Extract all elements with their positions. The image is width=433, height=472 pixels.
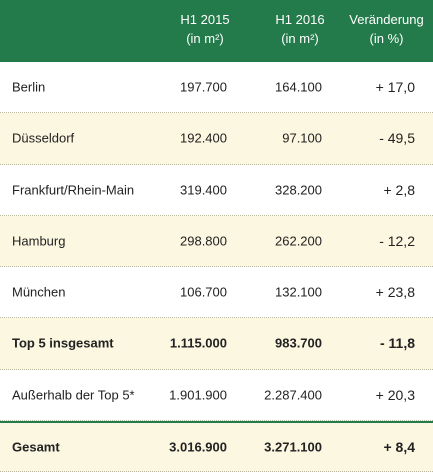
table-cell: 2.287.400 (264, 387, 322, 403)
row-label: München (12, 284, 66, 300)
table-cell: 328.200 (275, 182, 322, 198)
table-cell: 106.700 (180, 284, 227, 300)
table-cell: 1.115.000 (169, 335, 227, 351)
table-cell: + 20,3 (375, 386, 415, 403)
table-cell: - 11,8 (379, 335, 415, 352)
header-line: H1 2016 (275, 12, 325, 27)
table-cell: 3.271.100 (264, 439, 322, 455)
column-header: Veränderung (in %) (340, 10, 433, 48)
table-cell: 132.100 (275, 284, 322, 300)
header-line: (in m²) (186, 31, 224, 46)
table-row: Berlin 197.700 164.100 + 17,0 (0, 62, 433, 114)
table-cell: 262.200 (275, 233, 322, 249)
row-label: Top 5 insgesamt (12, 335, 114, 351)
row-label: Frankfurt/Rhein-Main (12, 182, 135, 198)
table-cell: 97.100 (282, 130, 322, 146)
header-line: (in m²) (281, 31, 319, 46)
table-cell: 319.400 (180, 182, 227, 198)
table-row: Außerhalb der Top 5* 1.901.900 2.287.400 + … (0, 370, 433, 421)
table-cell: - 49,5 (379, 130, 415, 147)
table-cell: 1.901.900 (169, 387, 227, 403)
table-cell: + 2,8 (383, 181, 415, 198)
table-row: Hamburg 298.800 262.200 - 12,2 (0, 215, 433, 267)
row-label: Düsseldorf (12, 130, 75, 146)
row-label: Berlin (12, 79, 46, 95)
table-cell: + 8,4 (383, 438, 415, 455)
header-line: H1 2015 (180, 12, 230, 27)
table-cell: 3.016.900 (169, 439, 227, 455)
header-line: Veränderung (349, 12, 424, 27)
table-cell: 197.700 (180, 79, 227, 95)
row-label: Hamburg (12, 233, 66, 249)
column-header: H1 2015 (in m²) (160, 10, 250, 48)
table-cell: + 17,0 (375, 79, 415, 96)
column-header: H1 2016 (in m²) (255, 10, 345, 48)
table-row: München 106.700 132.100 + 23,8 (0, 267, 433, 319)
table-cell: 298.800 (180, 233, 227, 249)
table-row: Düsseldorf 192.400 97.100 - 49,5 (0, 113, 433, 165)
table-row: Gesamt 3.016.900 3.271.100 + 8,4 (0, 420, 433, 472)
table-row: Top 5 insgesamt 1.115.000 983.700 - 11,8 (0, 318, 433, 370)
header-line: (in %) (369, 31, 404, 46)
row-label: Außerhalb der Top 5* (12, 387, 135, 403)
table-row: Frankfurt/Rhein-Main 319.400 328.200 + 2,8 (0, 165, 433, 216)
table-cell: + 23,8 (375, 284, 415, 301)
table-cell: - 12,2 (379, 232, 415, 249)
table-cell: 983.700 (275, 335, 322, 351)
row-label: Gesamt (12, 439, 60, 455)
table-cell: 192.400 (180, 130, 227, 146)
table-cell: 164.100 (275, 79, 322, 95)
table-header: H1 2015 (in m²) H1 2016 (in m²) Veränder… (0, 0, 433, 62)
